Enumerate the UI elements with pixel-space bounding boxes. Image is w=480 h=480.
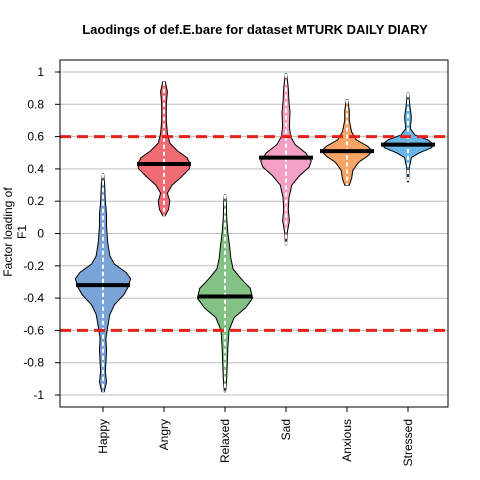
violin-layer: [74, 73, 436, 393]
violin-body: [74, 173, 132, 393]
y-tick-label: 0.8: [27, 97, 44, 111]
y-tick-label: -0.2: [23, 259, 44, 273]
grid-layer: [60, 71, 448, 396]
reference-lines: [60, 135, 448, 332]
chart-title: Laodings of def.E.bare for dataset MTURK…: [82, 22, 428, 37]
y-tick-label: -0.4: [23, 291, 44, 305]
axis-layer: -1 -0.8 -0.6 -0.4 -0.2 0 0.2 0.4 0.6 0.8 1 Happy Ang…: [23, 65, 415, 466]
violin-sad: [259, 73, 313, 246]
x-tick-label: Angry: [157, 419, 171, 450]
x-tick-label: Anxious: [340, 419, 354, 462]
violin-body: [137, 81, 191, 217]
y-tick-label: -0.8: [23, 356, 44, 370]
x-tick-label: Sad: [279, 419, 293, 440]
y-tick-label: 0: [37, 227, 44, 241]
violin-angry: [137, 81, 191, 217]
violin-happy: [74, 173, 132, 393]
violin-anxious: [320, 99, 374, 186]
y-tick-label: 0.4: [27, 162, 44, 176]
y-tick-label: -0.6: [23, 323, 44, 337]
y-tick-label: 0.2: [27, 194, 44, 208]
y-tick-label: 0.6: [27, 130, 44, 144]
x-tick-label: Relaxed: [218, 419, 232, 463]
y-tick-label: 1: [37, 65, 44, 79]
x-tick-label: Stressed: [401, 419, 415, 466]
x-tick-label: Happy: [96, 419, 110, 454]
y-tick-label: -1: [33, 388, 44, 402]
violin-relaxed: [196, 194, 254, 393]
